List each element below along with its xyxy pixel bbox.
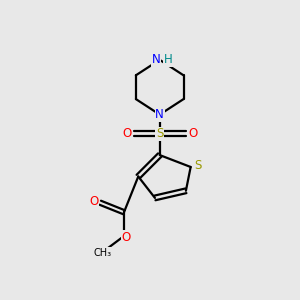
Text: N: N xyxy=(152,53,161,66)
Text: S: S xyxy=(194,159,202,172)
Text: O: O xyxy=(122,127,131,140)
Text: O: O xyxy=(188,127,197,140)
Text: CH₃: CH₃ xyxy=(94,248,112,258)
Text: S: S xyxy=(156,127,164,140)
Text: O: O xyxy=(122,231,131,244)
Text: N: N xyxy=(155,108,164,121)
Text: O: O xyxy=(90,195,99,208)
Text: H: H xyxy=(164,53,172,66)
